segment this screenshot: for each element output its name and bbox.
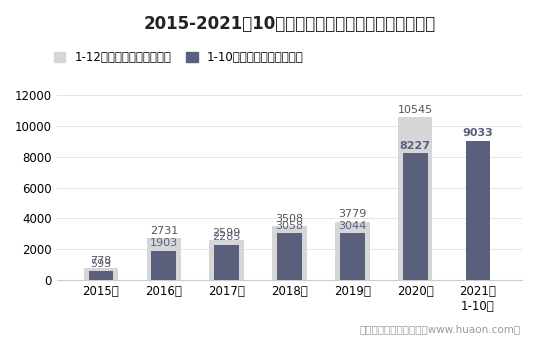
Text: 593: 593 (90, 259, 112, 269)
Bar (272, 226, 307, 280)
Text: 3779: 3779 (338, 210, 367, 219)
Bar (151, 251, 176, 280)
Bar (89, 271, 113, 280)
Text: 8227: 8227 (400, 141, 431, 151)
Text: 2285: 2285 (213, 233, 241, 242)
Text: 778: 778 (90, 256, 112, 266)
Bar (403, 153, 427, 280)
Bar (466, 141, 490, 280)
Bar (277, 233, 302, 280)
Bar (84, 268, 118, 280)
Bar (209, 240, 244, 280)
Text: 制图：华经产业研究院（www.huaon.com）: 制图：华经产业研究院（www.huaon.com） (360, 324, 521, 335)
Bar (147, 238, 181, 280)
Bar (214, 245, 239, 280)
Text: 1903: 1903 (150, 238, 178, 248)
Text: 3044: 3044 (338, 221, 366, 231)
Text: 2599: 2599 (213, 227, 241, 238)
Bar (398, 118, 432, 280)
Text: 3508: 3508 (275, 214, 303, 224)
Text: 2731: 2731 (150, 225, 178, 236)
Text: 9033: 9033 (463, 128, 494, 139)
Legend: 1-12月期货成交量（万手）, 1-10月期货成交量（万手）: 1-12月期货成交量（万手）, 1-10月期货成交量（万手） (54, 51, 304, 64)
Bar (335, 222, 369, 280)
Bar (340, 233, 365, 280)
Text: 3058: 3058 (275, 221, 303, 231)
Title: 2015-2021年10月郑州商品交易所菜籽油期货成交量: 2015-2021年10月郑州商品交易所菜籽油期货成交量 (143, 15, 436, 33)
Text: 10545: 10545 (397, 105, 433, 115)
